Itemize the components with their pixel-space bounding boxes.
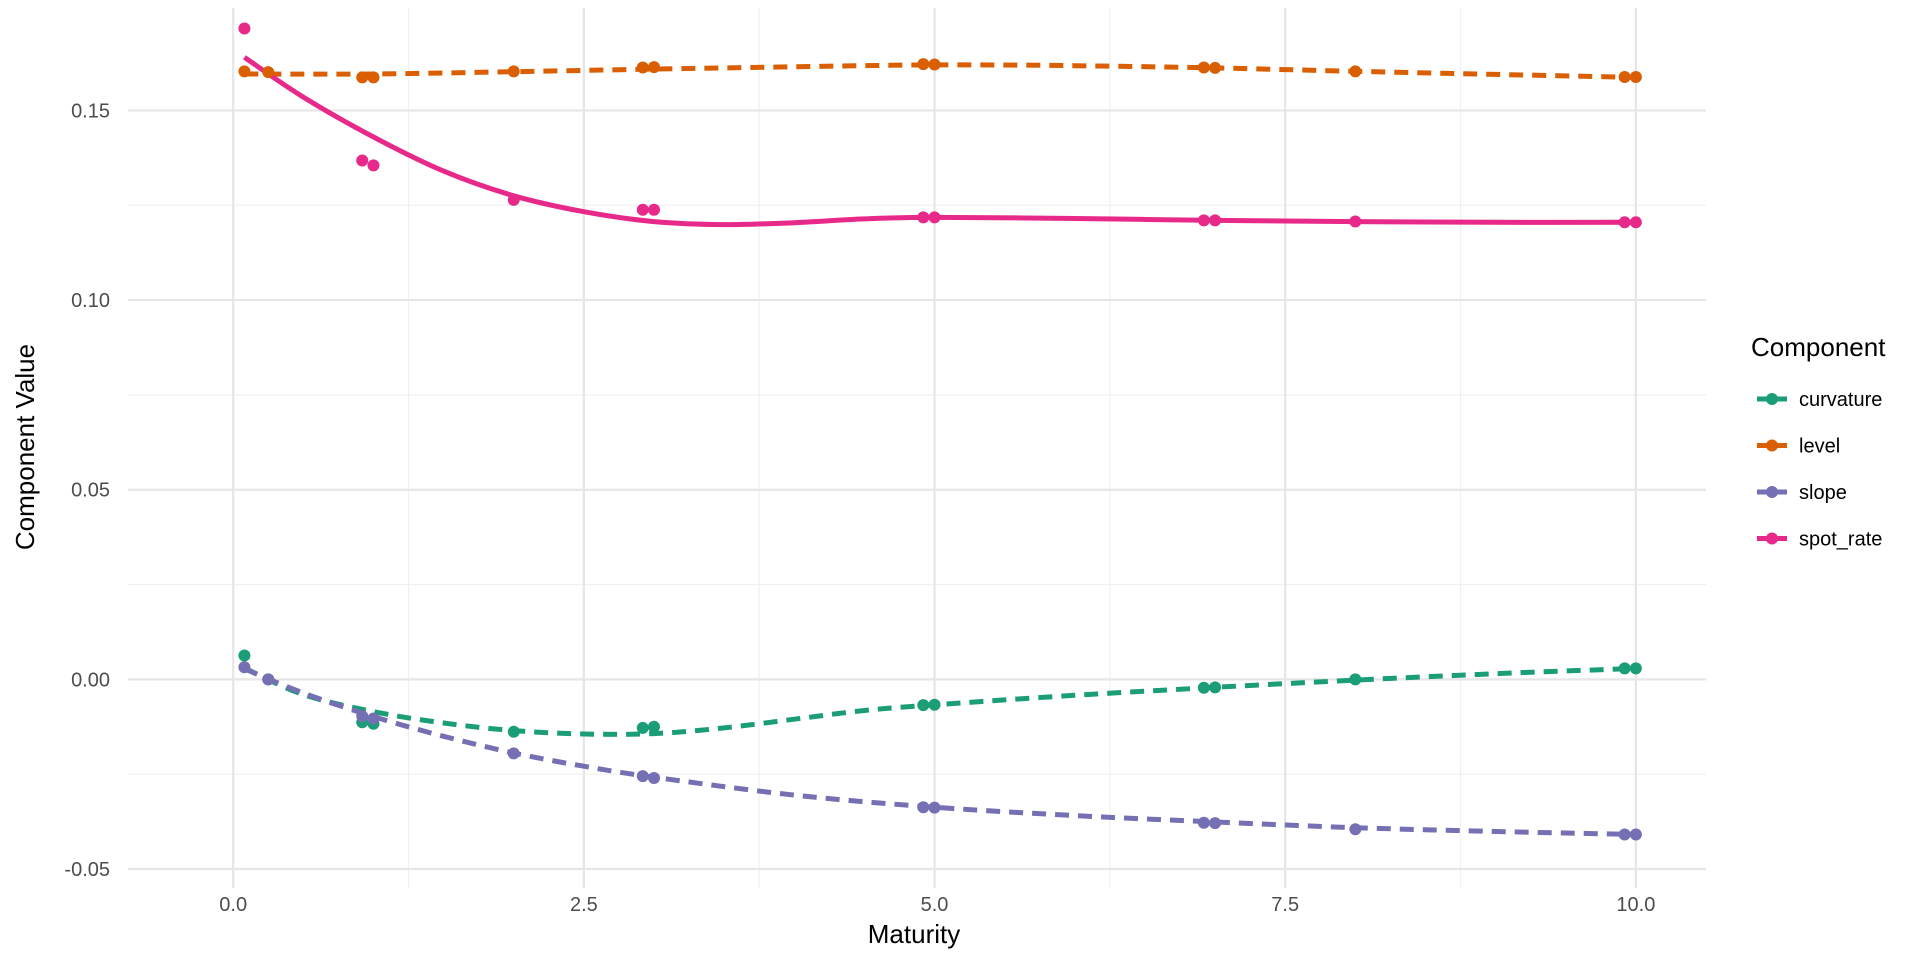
point-level	[928, 58, 941, 71]
point-slope	[1209, 817, 1222, 830]
x-tick-label: 7.5	[1271, 894, 1299, 916]
y-tick-label: -0.05	[64, 859, 110, 881]
point-spot_rate	[1629, 216, 1642, 229]
point-slope	[1629, 828, 1642, 841]
point-level	[1197, 61, 1210, 74]
point-slope	[1618, 828, 1631, 841]
x-axis-tick-labels: 0.0 2.5 5.0 7.5 10.0	[219, 894, 1655, 916]
point-level	[648, 61, 660, 74]
point-spot_rate	[356, 154, 369, 167]
legend-key-point-spot_rate	[1766, 532, 1778, 545]
point-spot_rate	[1197, 214, 1210, 227]
point-level	[356, 71, 369, 84]
point-spot_rate	[1618, 216, 1631, 229]
point-curvature	[1197, 681, 1210, 694]
point-level	[238, 65, 251, 78]
x-tick-label: 2.5	[570, 894, 598, 916]
x-tick-label: 5.0	[921, 894, 949, 916]
point-level	[1618, 71, 1631, 84]
y-tick-label: 0.15	[71, 100, 110, 122]
legend-key-point-slope	[1766, 486, 1778, 498]
point-spot_rate	[1209, 214, 1222, 227]
point-slope	[262, 673, 275, 686]
series-points	[238, 22, 1642, 841]
y-axis-title: Component Value	[10, 344, 40, 550]
point-curvature	[1618, 662, 1631, 675]
legend-label-curvature: curvature	[1799, 389, 1882, 411]
legend-key-point-curvature	[1766, 393, 1778, 405]
series-line-curvature	[243, 665, 1636, 737]
legend-key-point-level	[1766, 439, 1778, 452]
y-axis-tick-labels: -0.05 0.00 0.05 0.10 0.15	[64, 100, 110, 881]
legend-items: curvature level slope spot_rate	[1757, 389, 1882, 551]
point-curvature	[507, 725, 520, 738]
x-axis-title: Maturity	[868, 919, 960, 949]
x-tick-label: 0.0	[219, 894, 247, 916]
y-tick-label: 0.00	[71, 669, 110, 691]
point-curvature	[1209, 681, 1222, 694]
point-spot_rate	[238, 22, 251, 35]
y-tick-label: 0.10	[71, 290, 110, 312]
series-line-spot_rate	[243, 55, 1636, 228]
point-slope	[1197, 816, 1210, 829]
point-slope	[636, 770, 649, 783]
point-level	[367, 71, 380, 84]
legend-label-slope: slope	[1799, 482, 1847, 504]
series-lines	[243, 55, 1636, 837]
point-spot_rate	[1349, 215, 1362, 228]
point-curvature	[648, 720, 660, 733]
grid-minor	[128, 8, 1706, 888]
point-slope	[238, 661, 251, 674]
point-level	[636, 61, 649, 74]
point-spot_rate	[648, 203, 660, 216]
point-spot_rate	[636, 203, 649, 216]
point-level	[917, 58, 930, 71]
point-curvature	[917, 699, 930, 712]
point-slope	[648, 772, 660, 784]
point-spot_rate	[507, 193, 520, 206]
point-curvature	[1349, 673, 1362, 686]
legend-label-level: level	[1799, 436, 1840, 458]
point-curvature	[928, 698, 941, 711]
point-level	[1349, 65, 1362, 78]
series-line-level	[244, 62, 1636, 80]
x-tick-label: 10.0	[1616, 894, 1655, 916]
point-level	[262, 66, 275, 79]
point-slope	[356, 710, 369, 723]
grid-major	[128, 8, 1706, 888]
point-level	[1209, 61, 1222, 74]
point-spot_rate	[928, 211, 941, 224]
point-curvature	[636, 721, 649, 734]
point-spot_rate	[917, 211, 930, 224]
point-curvature	[1629, 662, 1642, 675]
legend-title: Component	[1751, 332, 1886, 362]
point-slope	[367, 712, 380, 725]
point-slope	[928, 801, 941, 814]
point-spot_rate	[367, 159, 380, 172]
point-level	[1629, 71, 1642, 84]
y-tick-label: 0.05	[71, 480, 110, 502]
legend-label-spot_rate: spot_rate	[1799, 529, 1882, 551]
legend: Component curvature level slope spot_rate	[1751, 332, 1886, 551]
point-slope	[1349, 823, 1362, 836]
point-slope	[917, 801, 930, 814]
point-curvature	[238, 649, 251, 662]
point-level	[507, 65, 520, 78]
point-slope	[507, 747, 520, 760]
